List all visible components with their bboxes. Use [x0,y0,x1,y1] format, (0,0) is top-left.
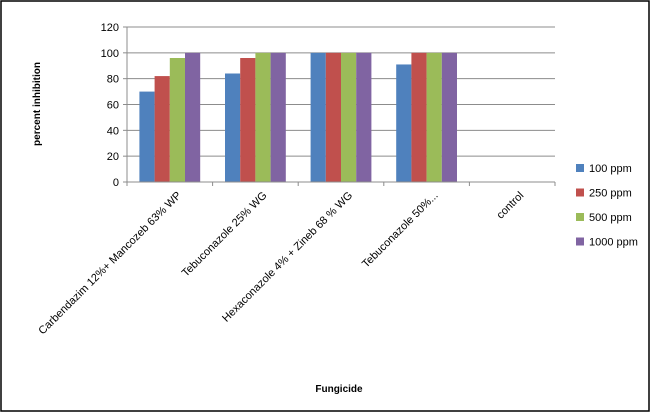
legend-label: 250 ppm [589,188,632,200]
y-tick-label: 40 [107,125,119,137]
legend-label: 100 ppm [589,163,632,175]
bar [240,58,256,182]
bar [341,52,357,183]
y-tick-labels: 0 20 40 60 80 100 120 [101,22,127,189]
legend-swatch [576,164,584,172]
bar [325,52,341,183]
bar [310,52,326,183]
y-tick-label: 0 [113,177,119,189]
legend-swatch [576,188,584,197]
legend-label: 500 ppm [589,212,632,224]
bar [270,52,286,183]
y-tick-label: 60 [107,100,119,112]
legend: 100 ppm 250 ppm 500 ppm 1000 ppm [576,163,638,249]
y-tick-label: 20 [107,151,119,163]
legend-label: 1000 ppm [589,237,638,249]
bar [255,52,271,183]
bar [225,73,241,182]
y-tick-label: 100 [101,48,119,60]
y-tick-label: 120 [101,22,119,34]
bar [185,52,201,183]
legend-swatch [576,237,584,246]
bar [396,64,412,182]
bar [139,91,155,182]
bar [441,52,457,183]
bar [169,58,185,182]
x-axis-title: Fungicide [315,384,363,395]
bar [411,52,427,183]
y-axis-title: percent inhibition [32,62,43,146]
bar [154,76,170,182]
legend-swatch [576,213,584,221]
bar [426,52,442,183]
bar [356,52,372,183]
y-tick-label: 80 [107,74,119,86]
bars [126,52,556,186]
